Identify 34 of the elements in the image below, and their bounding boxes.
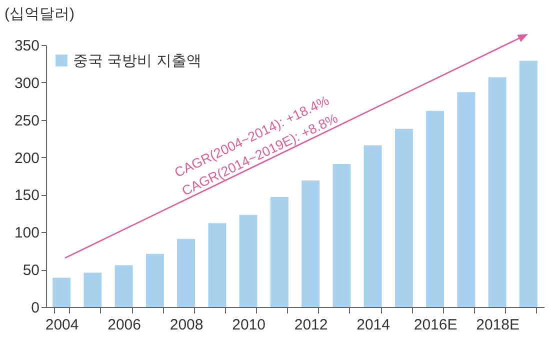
bar	[519, 60, 538, 307]
bar	[239, 214, 258, 307]
y-tick-label: 0	[31, 300, 40, 316]
bar	[302, 180, 320, 307]
y-tick-label: 150	[14, 187, 40, 204]
y-tick-label: 50	[22, 262, 40, 280]
x-tick-label: 2006	[108, 316, 141, 334]
bar	[488, 77, 506, 307]
legend-label: 중국 국방비 지출액	[73, 52, 202, 70]
bar	[114, 265, 133, 307]
bar	[394, 128, 413, 307]
y-tick-label: 100	[14, 224, 40, 242]
x-tick-label: 2008	[170, 316, 204, 334]
y-tick-label: 250	[14, 112, 40, 130]
bar	[208, 223, 226, 307]
x-tick-label: 2018E	[476, 316, 520, 334]
x-tick-label: 2016E	[414, 316, 458, 334]
y-tick-label: 350	[14, 38, 40, 54]
bar	[426, 110, 444, 307]
bar	[332, 164, 351, 307]
y-tick-label: 200	[14, 150, 40, 167]
x-tick-label: 2014	[356, 316, 390, 334]
x-tick-label: 2012	[294, 316, 328, 334]
bar	[52, 278, 71, 307]
bar	[270, 196, 288, 307]
bar	[457, 92, 476, 307]
x-tick-label: 2004	[45, 316, 79, 334]
bar	[146, 254, 164, 307]
bar	[364, 145, 382, 307]
x-tick-label: 2010	[232, 316, 266, 334]
y-axis-title: (십억달러)	[4, 6, 74, 22]
bar	[177, 238, 196, 307]
y-tick-label: 300	[14, 74, 40, 92]
bar	[84, 272, 102, 307]
